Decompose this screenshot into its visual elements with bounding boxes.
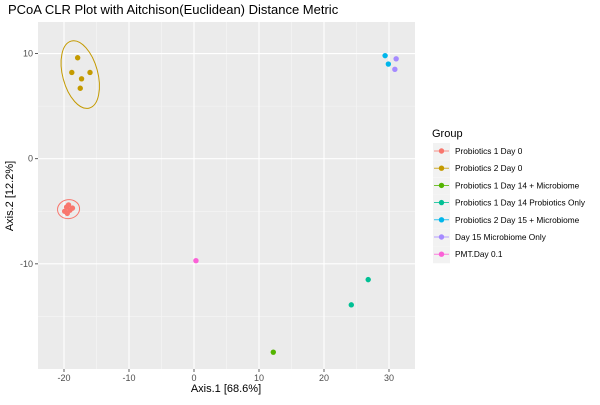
legend-key-point	[438, 182, 445, 189]
y-axis-label: Axis.2 [12.2%]	[4, 161, 16, 231]
data-point	[392, 66, 398, 73]
data-point	[87, 69, 93, 76]
data-point	[69, 69, 75, 76]
confidence-ellipse	[60, 40, 100, 109]
x-tick-label: 0	[191, 373, 196, 383]
legend-label: PMT.Day 0.1	[455, 249, 503, 259]
legend-label: Probiotics 1 Day 14 + Microbiome	[455, 180, 580, 190]
x-axis-label: Axis.1 [68.6%]	[191, 383, 261, 395]
x-tick-label: 10	[254, 373, 264, 383]
legend-key-point	[438, 148, 445, 154]
y-tick-label: -10	[20, 259, 33, 269]
y-tick-label: 10	[23, 49, 33, 59]
data-point	[65, 202, 72, 208]
data-point	[348, 302, 354, 308]
legend-title: Group	[432, 128, 463, 140]
data-points	[61, 52, 399, 355]
group-ellipses	[57, 40, 100, 220]
data-point	[385, 61, 392, 67]
legend-key-point	[438, 165, 445, 171]
legend-key-point	[438, 199, 445, 206]
confidence-ellipse	[57, 199, 81, 220]
data-point	[382, 52, 388, 59]
data-point	[270, 349, 276, 355]
data-point	[74, 55, 81, 61]
data-point	[69, 205, 76, 211]
legend-key-point	[438, 234, 445, 240]
legend-label: Probiotics 1 Day 14 Probiotics Only	[455, 198, 586, 208]
data-point	[365, 276, 371, 283]
legend-label: Probiotics 2 Day 0	[455, 163, 523, 173]
x-tick-label: -10	[122, 373, 135, 383]
x-tick-label: 20	[319, 373, 329, 383]
data-point	[193, 257, 199, 264]
legend-label: Probiotics 2 Day 15 + Microbiome	[455, 215, 580, 225]
data-point	[78, 76, 85, 82]
legend-key-point	[438, 217, 445, 223]
axes: -20 -10 0 10 20 30 -10 0 10	[20, 49, 394, 383]
chart-title: PCoA CLR Plot with Aitchison(Euclidean) …	[8, 2, 339, 17]
x-tick-label: 30	[384, 373, 394, 383]
legend: Group Probiotics 1 Day 0 Probiotics 2 Day…	[432, 128, 586, 264]
data-point	[64, 210, 70, 217]
x-tick-label: -20	[57, 373, 70, 383]
y-tick-label: 0	[28, 154, 33, 164]
legend-key-point	[438, 251, 445, 257]
legend-label: Day 15 Microbiome Only	[455, 232, 547, 242]
legend-label: Probiotics 1 Day 0	[455, 146, 523, 156]
data-point	[77, 85, 83, 91]
data-point	[393, 56, 399, 62]
